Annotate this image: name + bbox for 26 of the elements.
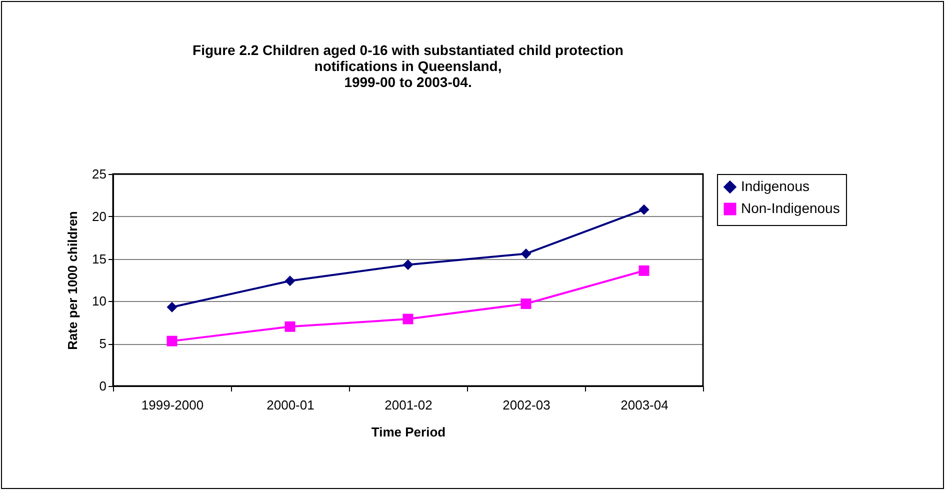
point <box>638 265 650 276</box>
x-axis-title: Time Period <box>371 424 446 440</box>
chart-title: Figure 2.2 Children aged 0-16 with substantiated child protection notifications in Queensland, 1999-00 to 2003-04. <box>192 42 624 90</box>
point <box>166 336 178 346</box>
point <box>520 248 532 259</box>
legend-label: Non-Indigenous <box>741 200 840 216</box>
y-tick-label: 0 <box>99 378 106 394</box>
y-tick-label: 5 <box>99 336 106 352</box>
x-tick-label: 1999-2000 <box>141 398 204 412</box>
y-tick-label: 20 <box>92 208 106 224</box>
y-axis-title: Rate per 1000 children <box>65 211 80 350</box>
x-tick-label: 2001-02 <box>384 398 432 412</box>
x-tick-label: 2000-01 <box>266 398 314 412</box>
point <box>638 204 650 215</box>
legend-label: Indigenous <box>741 178 810 194</box>
point <box>284 321 296 332</box>
y-tick-label: 25 <box>92 166 106 182</box>
y-tick-label: 10 <box>92 294 106 309</box>
point <box>284 276 296 286</box>
y-tick-label: 15 <box>92 251 106 266</box>
point <box>520 298 532 309</box>
x-tick-label: 2003-04 <box>620 398 668 412</box>
point <box>402 259 414 270</box>
point <box>166 302 178 312</box>
x-tick-label: 2002-03 <box>502 398 550 412</box>
point <box>402 314 414 324</box>
